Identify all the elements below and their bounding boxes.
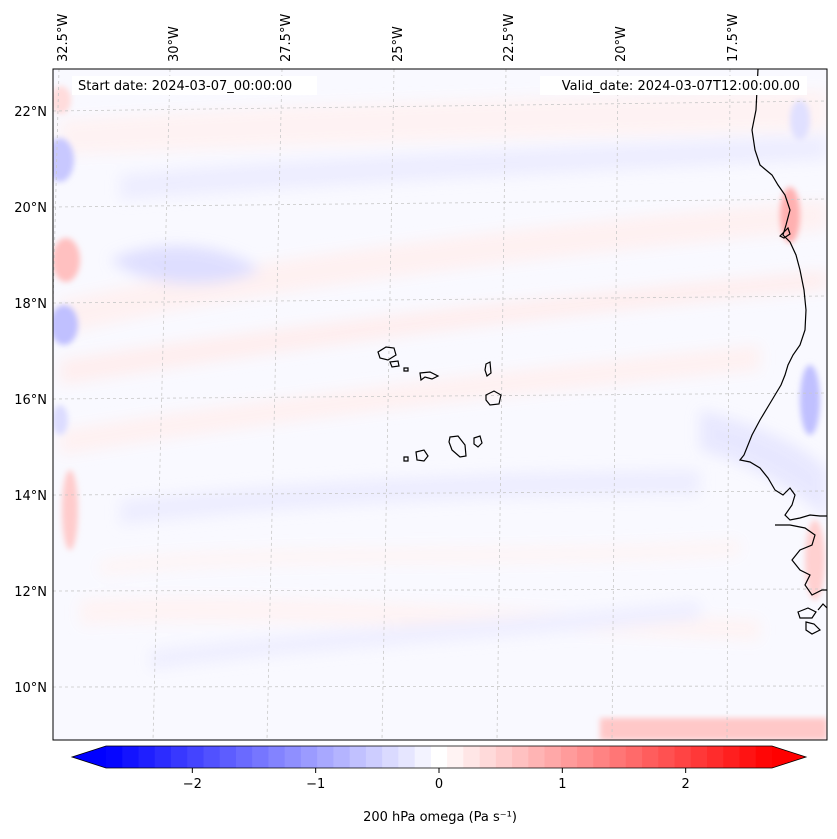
- colorbar-cell: [755, 746, 773, 768]
- lat-tick-label: 20°N: [14, 201, 47, 216]
- colorbar-extend-min: [72, 746, 106, 768]
- island-sao-vicente: [389, 360, 400, 368]
- colorbar-cell: [560, 746, 578, 768]
- colorbar-cell: [349, 746, 367, 768]
- lat-tick-label: 14°N: [14, 489, 47, 504]
- colorbar-tick-label: 2: [682, 777, 690, 792]
- colorbar-cell: [495, 746, 513, 768]
- island-sal: [484, 361, 492, 377]
- gridlines: [53, 69, 827, 740]
- colorbar-cell: [609, 746, 627, 768]
- lat-tick-label: 22°N: [14, 105, 47, 120]
- colorbar-cell: [138, 746, 156, 768]
- colorbar-cell: [479, 746, 497, 768]
- lat-tick-label: 12°N: [14, 585, 47, 600]
- colorbar-cell: [268, 746, 286, 768]
- colorbar-cell: [187, 746, 205, 768]
- colorbar-cell: [447, 746, 464, 768]
- lat-tick-label: 18°N: [14, 297, 47, 312]
- valid-date-label: Valid_date: 2024-03-07T12:00:00.00: [562, 79, 800, 94]
- colorbar-ticks: −2 −1 0 1 2: [183, 768, 690, 792]
- colorbar-cell: [577, 746, 594, 768]
- colorbar-cells: [106, 746, 773, 768]
- map-frame: [52, 68, 828, 741]
- colorbar-cell: [528, 746, 546, 768]
- colorbar-tick-label: −1: [306, 777, 325, 792]
- lat-tick-label: 16°N: [14, 393, 47, 408]
- lon-tick-label: 20°W: [614, 26, 629, 62]
- colorbar-cell: [544, 746, 562, 768]
- island-santo-antao: [377, 346, 397, 361]
- lon-tick-label: 32.5°W: [56, 14, 71, 62]
- island-sao-nicolau: [419, 371, 440, 382]
- omega-field: [53, 86, 827, 740]
- colorbar-cell: [723, 746, 741, 768]
- colorbar-cell: [284, 746, 302, 768]
- lon-tick-label: 30°W: [167, 26, 182, 62]
- colorbar-cell: [235, 746, 253, 768]
- island-fogo: [415, 449, 429, 462]
- colorbar-outline: [70, 745, 808, 769]
- start-date-label: Start date: 2024-03-07_00:00:00: [78, 79, 292, 94]
- colorbar-cell: [463, 746, 481, 768]
- colorbar-cell: [512, 746, 529, 768]
- colorbar-cell: [317, 746, 335, 768]
- colorbar-cell: [106, 746, 123, 768]
- colorbar-cell: [674, 746, 692, 768]
- colorbar-tick-label: 0: [435, 777, 443, 792]
- colorbar-cell: [203, 746, 221, 768]
- latitude-labels: 22°N 20°N 18°N 16°N 14°N 12°N 10°N: [14, 105, 47, 696]
- colorbar-cell: [658, 746, 676, 768]
- colorbar-cell: [707, 746, 724, 768]
- lon-tick-label: 25°W: [391, 26, 406, 62]
- colorbar-cell: [300, 746, 318, 768]
- colorbar-cell: [739, 746, 757, 768]
- africa-coastline: [738, 69, 827, 521]
- colorbar-cell: [690, 746, 708, 768]
- colorbar-cell: [382, 746, 399, 768]
- colorbar-cell: [414, 746, 432, 768]
- colorbar-title: 200 hPa omega (Pa s⁻¹): [363, 810, 517, 825]
- island-boa-vista: [485, 390, 502, 406]
- colorbar-cell: [122, 746, 140, 768]
- colorbar-cell: [219, 746, 237, 768]
- colorbar-cell: [430, 746, 448, 768]
- colorbar-cell: [642, 746, 659, 768]
- colorbar-tick-label: −2: [183, 777, 202, 792]
- island-santiago: [448, 435, 467, 458]
- valid-date-box: [540, 76, 807, 95]
- lat-tick-label: 10°N: [14, 681, 47, 696]
- island-brava: [403, 456, 409, 462]
- colorbar-cell: [365, 746, 383, 768]
- colorbar-cell: [593, 746, 611, 768]
- longitude-labels: 32.5°W 30°W 27.5°W 25°W 22.5°W 20°W 17.5°W: [56, 14, 741, 62]
- lon-tick-label: 22.5°W: [502, 14, 517, 62]
- start-date-box: [72, 76, 317, 95]
- colorbar: −2 −1 0 1 2 200 hPa omega (Pa s⁻¹): [70, 745, 808, 825]
- colorbar-cell: [252, 746, 270, 768]
- colorbar-extend-max: [772, 746, 806, 768]
- lon-tick-label: 27.5°W: [279, 14, 294, 62]
- colorbar-cell: [170, 746, 188, 768]
- colorbar-cell: [398, 746, 416, 768]
- colorbar-cell: [154, 746, 172, 768]
- colorbar-cell: [333, 746, 351, 768]
- colorbar-tick-label: 1: [558, 777, 566, 792]
- island-maio: [473, 435, 483, 448]
- colorbar-cell: [625, 746, 643, 768]
- map-panel: Start date: 2024-03-07_00:00:00 Valid_da…: [52, 68, 828, 741]
- lon-tick-label: 17.5°W: [726, 14, 741, 62]
- coastlines: [377, 69, 827, 635]
